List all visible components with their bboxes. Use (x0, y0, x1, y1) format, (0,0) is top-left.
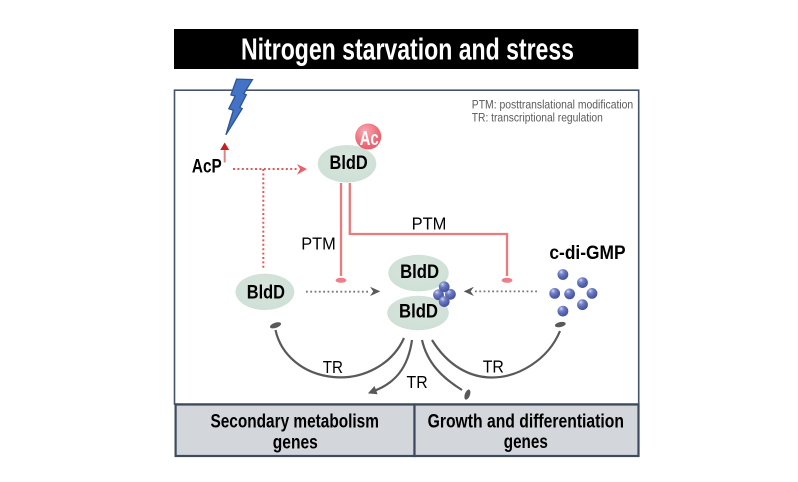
svg-text:TR: TR (407, 372, 428, 392)
svg-text:Nitrogen starvation and stress: Nitrogen starvation and stress (241, 31, 574, 66)
svg-text:BldD: BldD (399, 302, 438, 323)
svg-text:genes: genes (273, 432, 318, 453)
svg-text:TR: transcriptional regulation: TR: transcriptional regulation (472, 110, 603, 124)
svg-text:TR: TR (483, 357, 504, 377)
svg-text:TR: TR (323, 357, 343, 377)
svg-text:BldD: BldD (247, 283, 285, 304)
svg-text:PTM: PTM (412, 213, 447, 233)
svg-text:PTM: PTM (301, 233, 336, 253)
svg-text:c-di-GMP: c-di-GMP (549, 242, 625, 264)
svg-text:PTM: posttranslational modific: PTM: posttranslational modification (472, 97, 633, 111)
svg-text:AcP: AcP (192, 157, 222, 178)
svg-text:Ac: Ac (360, 128, 379, 150)
svg-text:BldD: BldD (330, 153, 368, 174)
svg-text:Growth and differentiation: Growth and differentiation (428, 411, 624, 432)
svg-text:Secondary metabolism: Secondary metabolism (210, 412, 379, 433)
svg-text:genes: genes (504, 432, 548, 453)
svg-text:BldD: BldD (400, 262, 439, 283)
